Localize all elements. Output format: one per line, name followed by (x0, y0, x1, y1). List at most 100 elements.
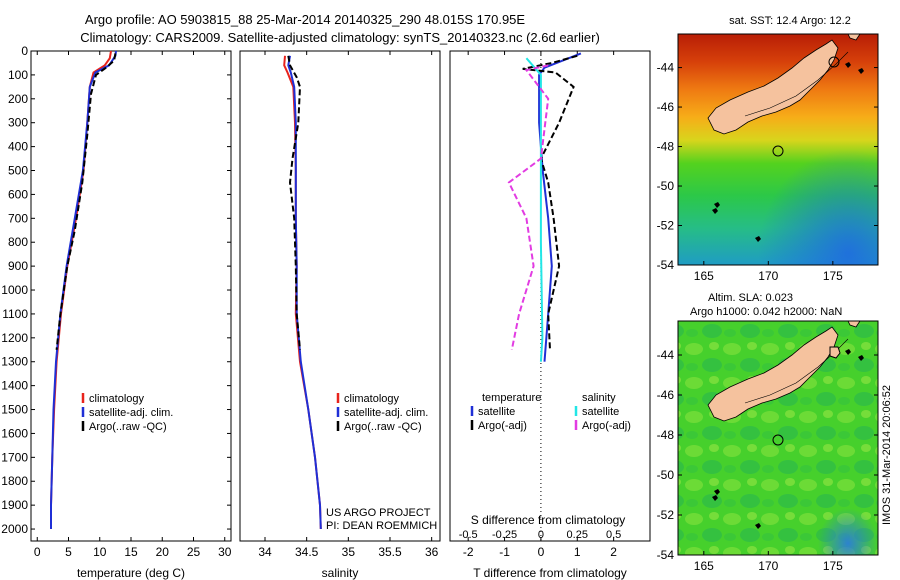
island-1 (712, 208, 718, 214)
difference-xtick-label-0: -2 (463, 545, 474, 559)
sla_map-ytick-label-4: -52 (657, 508, 675, 522)
island-3 (845, 62, 851, 68)
difference-legend-label-0: satellite (478, 406, 515, 418)
temperature-ytick-label-2: 200 (8, 92, 28, 106)
temperature-ytick-label-12: 1200 (1, 331, 28, 345)
difference-x2tick-label-3: 0.25 (567, 529, 588, 541)
sla_map-ytick-label-5: -54 (657, 548, 675, 562)
sst_map-ytick-label-3: -50 (657, 179, 675, 193)
temperature-xlabel: temperature (deg C) (77, 566, 185, 580)
temperature-legend-label-2: Argo(..raw -QC) (89, 421, 167, 433)
temperature-ytick-label-9: 900 (8, 259, 28, 273)
salinity-xtick-label-4: 36 (425, 545, 439, 559)
temperature-ytick-label-0: 0 (21, 44, 28, 58)
temperature-legend-label-1: satellite-adj. clim. (89, 407, 173, 419)
salinity-xlabel: salinity (322, 566, 359, 580)
difference-legend-title-temperature: temperature (482, 392, 541, 404)
temperature-ytick-label-10: 1000 (1, 283, 28, 297)
difference-legend-label-2: satellite (582, 406, 619, 418)
difference-xtick-label-4: 2 (610, 545, 617, 559)
island-1 (712, 495, 718, 501)
salinity-xtick-label-1: 34.5 (295, 545, 319, 559)
temperature-ytick-label-6: 600 (8, 187, 28, 201)
island-2 (755, 236, 761, 242)
sst-islands (712, 62, 864, 242)
sla_map-xtick-label-1: 170 (758, 559, 778, 573)
island-0 (714, 202, 720, 208)
difference-xtick-label-2: 0 (538, 545, 545, 559)
sla-float-position (772, 434, 784, 446)
difference-x2tick-label-0: -0.5 (459, 529, 478, 541)
temperature-ytick-label-16: 1600 (1, 426, 28, 440)
salinity-xtick-label-3: 35.5 (378, 545, 402, 559)
salinity-plot-area: 34 34.5 35 35.5 36 climatology satellite-adj. … (258, 51, 439, 559)
sst_map-xtick-label-1: 170 (758, 269, 778, 283)
sla-low-anomaly (678, 321, 878, 555)
salinity-series-2 (287, 55, 302, 350)
south-island-landmass (707, 39, 839, 135)
project-annotation-line2: PI: DEAN ROEMMICH (326, 520, 437, 532)
difference-legend-title-salinity: salinity (582, 392, 616, 404)
sst_map-ytick-label-0: -44 (657, 61, 675, 75)
island-4 (858, 68, 864, 74)
temperature-ytick-label-1: 100 (8, 68, 28, 82)
temperature-ytick-label-17: 1700 (1, 450, 28, 464)
difference-xtick-label-3: 1 (574, 545, 581, 559)
sst_map-ytick-label-4: -52 (657, 219, 675, 233)
difference-xtick-label-1: -1 (499, 545, 510, 559)
temperature-ytick-label-11: 1100 (2, 307, 28, 321)
temperature-xtick-label-0: 0 (34, 545, 41, 559)
sst-cold-water (678, 34, 878, 265)
salinity-series-1 (287, 55, 322, 530)
temperature-panel: 0 5 10 15 20 25 300100200300400500600700800900… (1, 44, 231, 580)
sst-marker-north (828, 56, 840, 68)
temperature-xtick-label-1: 5 (65, 545, 72, 559)
sst-map-frame (677, 33, 879, 266)
salinity-legend-label-1: satellite-adj. clim. (344, 407, 428, 419)
sla-map-title-line1: Altim. SLA: 0.023 (708, 292, 793, 304)
temperature-legend-label-0: climatology (89, 393, 145, 405)
temperature-ytick-label-4: 400 (8, 140, 28, 154)
sla-islands (712, 349, 864, 529)
sst-float-position (772, 145, 784, 157)
temperature-series-2 (55, 53, 117, 350)
temperature-xtick-label-2: 10 (93, 545, 107, 559)
salinity-xtick-label-2: 35 (342, 545, 356, 559)
temperature-xtick-label-5: 25 (187, 545, 201, 559)
temperature-xtick-label-4: 20 (156, 545, 170, 559)
figure-title-line1: Argo profile: AO 5903815_88 25-Mar-2014 … (85, 12, 526, 27)
island-2 (755, 523, 761, 529)
temperature-ytick-label-3: 300 (8, 116, 28, 130)
sst_map-ytick-label-2: -48 (657, 140, 675, 154)
sla-marker-north (829, 346, 841, 359)
difference-x2tick-label-4: 0.5 (606, 529, 621, 541)
difference-series-0 (538, 52, 582, 362)
salinity-legend-label-0: climatology (344, 393, 400, 405)
salinity-legend-label-2: Argo(..raw -QC) (344, 421, 422, 433)
sla-map-panel: Altim. SLA: 0.023 Argo h1000: 0.042 h200… (657, 292, 879, 573)
sla_map-xtick-label-2: 175 (823, 559, 843, 573)
project-annotation-line1: US ARGO PROJECT (326, 507, 431, 519)
sst_map-xtick-label-2: 175 (823, 269, 843, 283)
difference-series-3 (507, 64, 550, 350)
sla-map-axes: 165 170 175 -44 -46 -48 -50 -52 -54 (657, 348, 878, 573)
temperature-ytick-label-18: 1800 (1, 474, 28, 488)
temperature-ytick-label-7: 700 (8, 211, 28, 225)
island-4 (858, 355, 864, 361)
difference-series-1 (522, 54, 578, 350)
difference-legend-label-3: Argo(-adj) (582, 420, 631, 432)
sst_map-ytick-label-5: -54 (657, 258, 675, 272)
sst-front-contour (744, 51, 849, 117)
salinity-axes-frame (239, 50, 441, 542)
temperature-xtick-label-6: 30 (218, 545, 232, 559)
difference-x2tick-label-1: -0.25 (492, 529, 517, 541)
sla-map-frame (677, 320, 879, 556)
temperature-plot-area: 0 5 10 15 20 25 300100200300400500600700800900… (1, 44, 231, 559)
sla_map-ytick-label-0: -44 (657, 348, 675, 362)
sst-map-axes: 165 170 175 -44 -46 -48 -50 -52 -54 (657, 61, 878, 283)
difference-panel: -2-1012-0.5-0.2500.250.5temperaturesalin… (449, 50, 651, 580)
temperature-ytick-label-13: 1300 (1, 355, 28, 369)
salinity-panel: 34 34.5 35 35.5 36 climatology satellite-adj. … (239, 50, 441, 580)
temperature-series-1 (50, 50, 117, 529)
